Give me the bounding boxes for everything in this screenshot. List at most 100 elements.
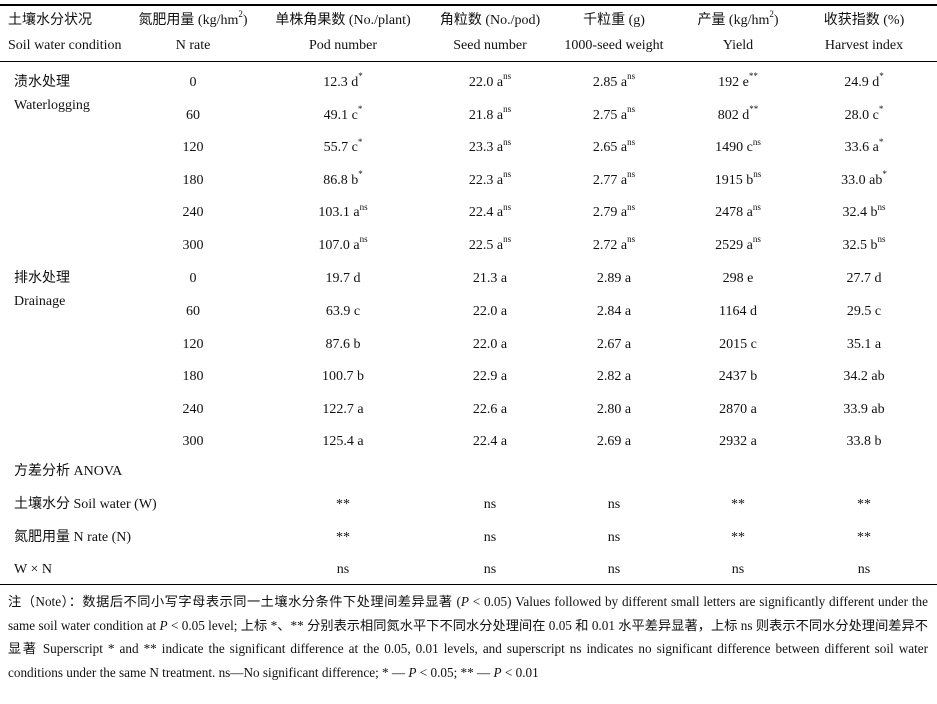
cell-harvest-index-value: 35.1 a	[846, 336, 882, 352]
cell-seed-weight-value: 2.85 a	[592, 75, 628, 90]
cell-seed-number: 22.4 ans	[415, 202, 565, 222]
anova-yield-value: ns	[731, 562, 745, 577]
group-label-en-value: Waterlogging	[14, 98, 90, 113]
group-label-en: Drainage	[14, 293, 65, 311]
cell-n-rate-value: 300	[182, 434, 204, 450]
cell-seed-weight-value: 2.75 a	[592, 107, 628, 123]
cell-seed-weight-significance: ns	[627, 169, 636, 180]
header-en-1-value: N rate	[175, 38, 211, 53]
cell-n-rate-value: 60	[186, 107, 200, 123]
cell-seed-weight-significance: ns	[627, 71, 636, 82]
cell-yield: 2015 c	[663, 336, 813, 354]
header-unit-tail: )	[242, 13, 248, 28]
cell-pod-number-significance: *	[357, 136, 363, 147]
note-text-4: < 0.05; ** —	[416, 664, 494, 680]
anova-pod-value: **	[336, 497, 350, 512]
cell-n-rate-value: 240	[182, 205, 204, 221]
header-cn-4: 千粒重 (g)	[539, 12, 689, 30]
cell-n-rate: 180	[118, 368, 268, 386]
cell-harvest-index-value: 33.9 ab	[843, 401, 885, 417]
cell-yield: 1164 d	[663, 303, 813, 321]
header-bottom-rule	[0, 61, 937, 62]
header-en-0: Soil water condition	[8, 37, 122, 55]
cell-harvest-index: 29.5 c	[789, 303, 937, 321]
cell-harvest-index: 33.9 ab	[789, 401, 937, 419]
cell-n-rate: 300	[118, 433, 268, 451]
cell-seed-weight-value: 2.82 a	[596, 369, 632, 385]
cell-harvest-index-value: 32.5 b	[842, 238, 878, 253]
cell-pod-number-significance: *	[358, 71, 363, 82]
cell-yield-value: 2437 b	[718, 369, 758, 385]
anova-seed-weight: ns	[539, 529, 689, 547]
cell-seed-weight-value: 2.80 a	[596, 401, 632, 417]
group-label-cn-value: 渍水处理	[14, 75, 70, 90]
header-en-1: N rate	[118, 37, 268, 55]
cell-seed-number-value: 21.3 a	[472, 271, 508, 287]
cell-yield-value: 192 e	[718, 75, 749, 90]
cell-seed-weight-value: 2.77 a	[592, 172, 628, 188]
cell-yield: 298 e	[663, 270, 813, 288]
cell-yield: 2932 a	[663, 433, 813, 451]
cell-seed-weight-value: 2.79 a	[592, 205, 628, 221]
cell-seed-weight-value: 2.67 a	[596, 336, 632, 352]
anova-harvest-index: **	[789, 496, 937, 514]
cell-pod-number-significance: ns	[359, 234, 368, 245]
cell-n-rate: 0	[118, 270, 268, 288]
cell-n-rate: 300	[118, 237, 268, 255]
cell-n-rate: 240	[118, 204, 268, 222]
header-en-6: Harvest index	[789, 37, 937, 55]
cell-harvest-index-significance: ns	[877, 201, 886, 212]
anova-yield-value: **	[731, 497, 745, 512]
cell-harvest-index-value: 24.9 d	[844, 75, 880, 90]
anova-seed: ns	[415, 529, 565, 547]
anova-harvest-index-value: ns	[857, 562, 871, 577]
header-cn-0-value: 土壤水分状况	[8, 13, 92, 28]
cell-seed-number-significance: ns	[503, 136, 512, 147]
cell-pod-number-significance: *	[357, 103, 363, 114]
cell-pod-number: 122.7 a	[268, 401, 418, 419]
group-label-en: Waterlogging	[14, 97, 90, 115]
table-bottom-rule	[0, 584, 937, 585]
cell-yield-significance: ns	[752, 201, 761, 212]
cell-yield: 2478 ans	[663, 201, 813, 222]
cell-pod-number: 87.6 b	[268, 336, 418, 354]
cell-harvest-index: 33.0 ab*	[789, 169, 937, 190]
cell-n-rate: 240	[118, 401, 268, 419]
cell-yield-value: 1915 b	[714, 172, 754, 188]
header-cn-0: 土壤水分状况	[8, 12, 92, 30]
anova-pod-value: **	[336, 529, 350, 545]
anova-row-label-value: 氮肥用量 N rate (N)	[14, 529, 132, 545]
header-cn-1-value: 氮肥用量 (kg/hm	[138, 13, 239, 28]
cell-seed-weight: 2.80 a	[539, 401, 689, 419]
header-cn-6-value: 收获指数 (%)	[823, 13, 905, 28]
cell-n-rate-value: 0	[189, 75, 197, 90]
header-en-2: Pod number	[268, 37, 418, 55]
header-en-4: 1000-seed weight	[539, 37, 689, 55]
header-unit-tail: )	[773, 13, 779, 28]
cell-n-rate: 60	[118, 107, 268, 125]
anova-seed: ns	[415, 561, 565, 579]
cell-harvest-index-significance: *	[882, 169, 887, 180]
anova-seed: ns	[415, 496, 565, 514]
cell-yield-value: 1164 d	[719, 304, 757, 319]
cell-seed-weight: 2.69 a	[539, 433, 689, 451]
cell-n-rate: 120	[118, 139, 268, 157]
cell-yield: 2529 ans	[663, 235, 813, 255]
cell-harvest-index: 33.6 a*	[789, 137, 937, 157]
cell-seed-weight-value: 2.65 a	[592, 140, 628, 156]
cell-n-rate-value: 300	[182, 238, 204, 253]
note-p-symbol: P	[493, 664, 502, 680]
header-cn-2: 单株角果数 (No./plant)	[268, 12, 418, 30]
anova-seed-value: ns	[483, 562, 497, 577]
cell-harvest-index: 32.4 bns	[789, 201, 937, 222]
cell-pod-number-significance: *	[358, 169, 363, 180]
cell-n-rate: 120	[118, 336, 268, 354]
cell-seed-weight: 2.79 ans	[539, 202, 689, 222]
header-cn-4-value: 千粒重 (g)	[583, 13, 645, 28]
cell-n-rate-value: 60	[186, 304, 200, 319]
cell-pod-number-value: 49.1 c	[323, 107, 358, 123]
cell-harvest-index: 35.1 a	[789, 336, 937, 354]
anova-pod: **	[268, 529, 418, 547]
cell-yield: 2870 a	[663, 401, 813, 419]
cell-yield-significance: **	[749, 103, 759, 114]
